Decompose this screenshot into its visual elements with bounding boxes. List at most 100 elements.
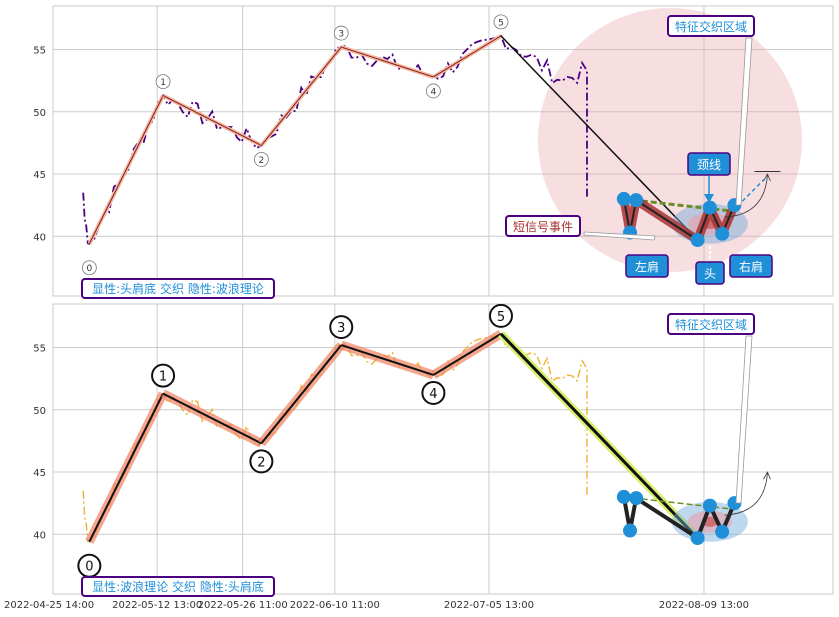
head-label: 头 xyxy=(695,261,725,285)
bottom-wave-lines xyxy=(85,330,701,544)
top-wave-segment xyxy=(88,95,164,244)
bottom-wave-segment xyxy=(340,344,434,376)
top-wave-label: 0 xyxy=(86,264,92,274)
bottom-wave-segment xyxy=(432,333,502,376)
top-wave-lines xyxy=(87,34,699,245)
top-wave-label: 3 xyxy=(338,30,344,40)
bottom-wave-segment xyxy=(88,393,164,543)
short-signal-label: 短信号事件 xyxy=(505,215,581,237)
neckline-text: 颈线 xyxy=(697,158,721,172)
breakout-line xyxy=(731,178,765,212)
top-wave-label: 1 xyxy=(160,78,166,88)
bottom-wave-label: 0 xyxy=(85,560,93,575)
pattern-point xyxy=(702,498,717,513)
right-shoulder-text: 右肩 xyxy=(739,259,763,274)
target-arrow-head xyxy=(763,471,771,480)
top-wave-segment xyxy=(341,46,434,78)
top-head-shoulders-pattern xyxy=(616,171,781,247)
bottom-feature-zone-text: 特征交织区域 xyxy=(675,317,747,332)
short-signal-arrow xyxy=(583,231,656,241)
top-legend-box: 显性:头肩底 交织 隐性:波浪理论 xyxy=(81,278,275,299)
head-text: 头 xyxy=(704,267,716,281)
bottom-feature-zone-label: 特征交织区域 xyxy=(667,313,755,335)
bottom-zone-arrow xyxy=(735,335,753,504)
pattern-point xyxy=(623,523,638,538)
right-shoulder-label: 右肩 xyxy=(729,254,773,278)
bot-y-tick-label: 40 xyxy=(33,530,46,541)
x-tick-label: 2022-05-26 11:00 xyxy=(198,600,288,611)
bottom-y-tick-labels: 40 45 50 55 xyxy=(33,344,46,542)
left-shoulder-text: 左肩 xyxy=(635,259,659,274)
bottom-wave-labels: 0 1 2 3 4 5 xyxy=(77,303,513,578)
top-wave-label-circle xyxy=(493,14,509,30)
target-arrow xyxy=(724,175,768,218)
top-wave-segment xyxy=(260,46,342,146)
x-tick-label: 2022-08-09 13:00 xyxy=(659,600,749,611)
bot-y-tick-label: 50 xyxy=(33,406,46,417)
bottom-wave-label-circle xyxy=(488,303,513,328)
pattern-point xyxy=(629,193,644,208)
bottom-legend-text: 显性:波浪理论 交织 隐性:头肩底 xyxy=(92,579,264,594)
top-wave-segment xyxy=(162,95,262,146)
neckline-arrow-head xyxy=(704,194,714,203)
pattern-point xyxy=(715,524,730,539)
pattern-point xyxy=(616,191,631,206)
pattern-point xyxy=(702,200,717,215)
top-wave-label-circle xyxy=(426,83,441,99)
bot-y-tick-label: 55 xyxy=(33,344,46,355)
x-tick-label: 2022-04-25 14:00 xyxy=(4,600,94,611)
pattern-point xyxy=(690,232,705,247)
bottom-head-shoulders-pattern xyxy=(616,471,771,545)
top-wave-label: 5 xyxy=(498,18,504,28)
pattern-point xyxy=(690,530,705,545)
bottom-wave-segment xyxy=(162,392,262,445)
top-y-tick-label: 40 xyxy=(33,232,46,243)
pattern-point xyxy=(715,226,730,241)
top-wave-label: 2 xyxy=(259,156,265,166)
top-y-tick-label: 55 xyxy=(33,46,46,57)
bottom-legend-box: 显性:波浪理论 交织 隐性:头肩底 xyxy=(81,576,275,597)
x-tick-label: 2022-07-05 13:00 xyxy=(444,600,534,611)
top-y-tick-label: 45 xyxy=(33,170,46,181)
left-shoulder-label: 左肩 xyxy=(625,254,669,278)
top-feature-zone-label: 特征交织区域 xyxy=(667,15,755,37)
bottom-wave-label-circle xyxy=(421,380,446,405)
top-y-tick-label: 50 xyxy=(33,108,46,119)
bottom-wave-label: 4 xyxy=(429,387,437,402)
bottom-wave-label-circle xyxy=(329,315,354,340)
bottom-wave-label: 3 xyxy=(337,321,345,336)
top-decline-line xyxy=(500,35,699,241)
top-wave-labels: 0 1 2 3 4 5 xyxy=(81,14,509,276)
top-y-tick-labels: 40 45 50 55 xyxy=(33,46,46,244)
bottom-wave-segment xyxy=(260,344,343,445)
top-wave-label: 4 xyxy=(431,87,437,97)
bottom-wave-label-circle xyxy=(249,449,274,474)
x-tick-labels: 2022-04-25 14:00 2022-05-12 13:002022-05-… xyxy=(4,600,749,611)
bottom-wave-label-circle xyxy=(151,363,176,388)
top-plot-area xyxy=(52,5,834,297)
top-legend-text: 显性:头肩底 交织 隐性:波浪理论 xyxy=(92,281,264,296)
top-wave-label-circle xyxy=(333,25,349,41)
target-arrow-head xyxy=(763,173,771,182)
x-tick-label: 2022-06-10 11:00 xyxy=(290,600,380,611)
bottom-wave-label: 1 xyxy=(159,370,167,385)
top-wave-label-circle xyxy=(253,151,269,167)
target-arrow xyxy=(724,473,768,516)
top-wave-label-circle xyxy=(81,260,97,276)
pattern-point xyxy=(629,491,644,506)
top-feature-zone-text: 特征交织区域 xyxy=(675,19,747,34)
bottom-wave-label: 2 xyxy=(257,455,265,470)
neckline-label: 颈线 xyxy=(687,152,731,176)
pattern-point xyxy=(616,489,631,504)
top-wave-label-circle xyxy=(155,74,171,90)
x-tick-label: 2022-05-12 13:00 xyxy=(112,600,202,611)
bot-y-tick-label: 45 xyxy=(33,468,46,479)
short-signal-text: 短信号事件 xyxy=(513,220,573,234)
top-wave-segment xyxy=(433,35,502,78)
bottom-decline-line xyxy=(499,332,699,540)
top-zone-arrow xyxy=(735,37,753,206)
bottom-wave-label: 5 xyxy=(497,310,505,325)
